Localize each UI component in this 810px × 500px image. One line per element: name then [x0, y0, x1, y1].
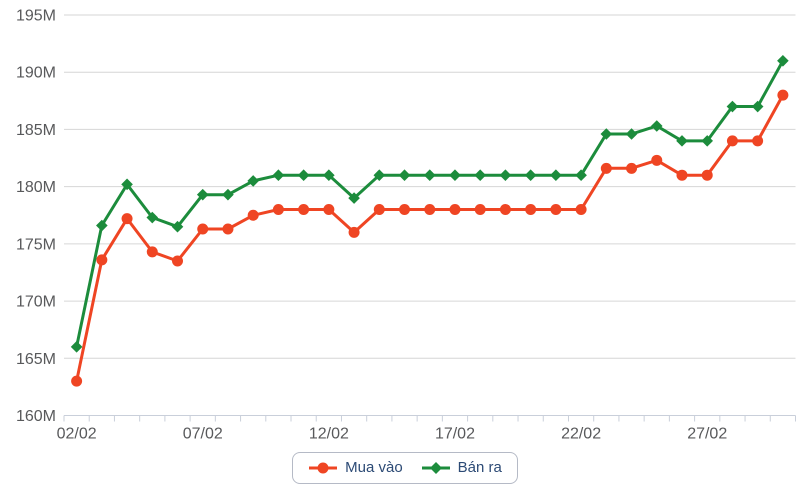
data-point[interactable] [625, 128, 638, 140]
data-point[interactable] [171, 220, 184, 233]
data-point[interactable] [525, 204, 537, 216]
data-point[interactable] [701, 169, 713, 181]
data-point[interactable] [247, 209, 259, 221]
data-point[interactable] [272, 204, 284, 216]
diamond-marker-icon [421, 462, 450, 474]
data-point[interactable] [196, 188, 209, 201]
data-point[interactable] [752, 135, 764, 147]
data-point[interactable] [146, 246, 158, 258]
data-point[interactable] [423, 169, 436, 181]
data-point[interactable] [373, 204, 385, 216]
data-point[interactable] [348, 192, 360, 204]
data-point[interactable] [96, 254, 108, 266]
data-point[interactable] [424, 204, 436, 216]
data-point[interactable] [701, 135, 714, 147]
x-axis-label: 27/02 [687, 426, 727, 443]
data-point[interactable] [96, 219, 108, 232]
data-point[interactable] [600, 162, 612, 174]
data-point[interactable] [474, 169, 486, 181]
data-point[interactable] [70, 341, 83, 353]
data-point[interactable] [575, 169, 587, 181]
data-point[interactable] [650, 120, 663, 132]
data-point[interactable] [550, 204, 562, 216]
legend-item-mua-vao[interactable]: Mua vào [308, 458, 403, 478]
data-point[interactable] [172, 255, 184, 267]
data-point[interactable] [297, 169, 310, 181]
y-axis-label: 175M [16, 236, 56, 253]
data-point[interactable] [449, 169, 461, 181]
legend-row: Mua vào Bán ra [0, 452, 810, 484]
data-point[interactable] [398, 169, 411, 181]
data-point[interactable] [146, 211, 159, 224]
data-point[interactable] [197, 223, 209, 235]
data-point[interactable] [676, 135, 688, 147]
legend: Mua vào Bán ra [292, 452, 518, 484]
data-point[interactable] [575, 204, 587, 216]
data-point[interactable] [222, 223, 234, 235]
data-point[interactable] [651, 154, 663, 166]
y-axis-label: 185M [16, 122, 56, 139]
x-axis-label: 17/02 [435, 426, 475, 443]
legend-label-ban-ra: Bán ra [457, 459, 502, 476]
y-axis-label: 160M [16, 408, 56, 425]
data-point[interactable] [121, 178, 133, 191]
y-axis-label: 165M [16, 351, 56, 368]
data-point[interactable] [751, 100, 764, 113]
data-point[interactable] [777, 54, 789, 67]
data-point[interactable] [121, 213, 133, 225]
data-point[interactable] [323, 204, 335, 216]
data-point[interactable] [222, 188, 234, 201]
data-point[interactable] [499, 169, 512, 181]
x-axis-label: 22/02 [561, 426, 601, 443]
data-point[interactable] [600, 128, 613, 140]
x-axis-label: 07/02 [183, 426, 223, 443]
data-point[interactable] [499, 204, 511, 216]
data-point[interactable] [550, 169, 562, 181]
x-axis-label: 12/02 [309, 426, 349, 443]
legend-item-ban-ra[interactable]: Bán ra [421, 458, 502, 478]
data-point[interactable] [298, 204, 310, 216]
series-line-ban-ra [75, 59, 785, 349]
data-point[interactable] [449, 204, 461, 216]
circle-marker-icon [309, 462, 338, 474]
data-point[interactable] [373, 169, 386, 181]
y-axis-label: 180M [16, 179, 56, 196]
data-point[interactable] [474, 204, 486, 216]
data-point[interactable] [726, 135, 738, 147]
series-mua-vao [71, 89, 789, 387]
data-point[interactable] [777, 89, 789, 101]
data-point[interactable] [726, 100, 739, 113]
legend-label-mua-vao: Mua vào [345, 459, 403, 476]
y-axis-label: 195M [16, 8, 56, 25]
data-point[interactable] [399, 204, 411, 216]
data-point[interactable] [323, 169, 335, 181]
data-point[interactable] [676, 169, 688, 181]
data-point[interactable] [524, 169, 537, 181]
y-axis-label: 190M [16, 65, 56, 82]
data-point[interactable] [626, 162, 638, 174]
data-point[interactable] [272, 169, 285, 181]
series-ban-ra [70, 54, 789, 353]
x-axis-label: 02/02 [57, 426, 97, 443]
y-axis-label: 170M [16, 294, 56, 311]
data-point[interactable] [348, 226, 360, 238]
data-point[interactable] [247, 175, 259, 187]
data-point[interactable] [71, 375, 83, 387]
